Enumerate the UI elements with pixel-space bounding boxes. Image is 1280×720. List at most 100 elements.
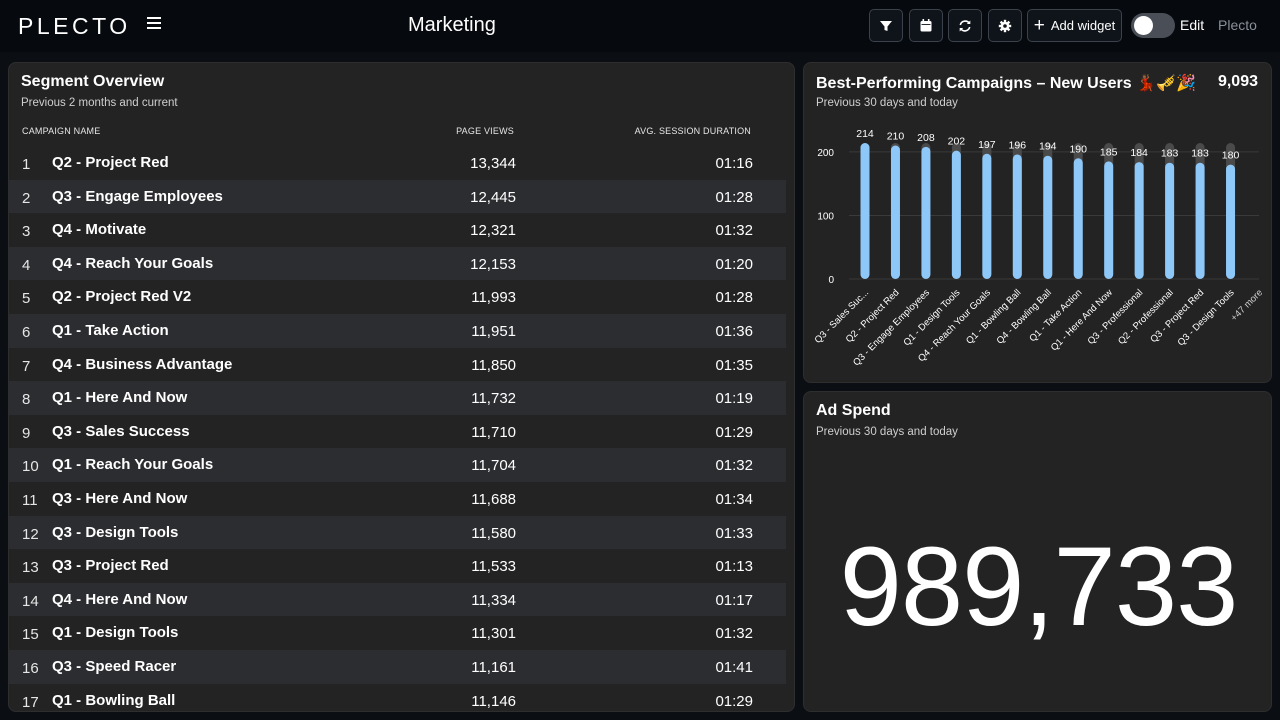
- session-duration: 01:36: [715, 322, 753, 340]
- row-rank: 11: [22, 491, 38, 509]
- calendar-button[interactable]: [909, 9, 943, 42]
- session-duration: 01:20: [715, 255, 753, 273]
- segment-overview-widget: Segment Overview Previous 2 months and c…: [8, 62, 795, 712]
- filter-icon: [880, 20, 892, 31]
- bar: [890, 145, 900, 279]
- page-views: 11,710: [471, 423, 516, 441]
- filter-button[interactable]: [869, 9, 903, 42]
- campaign-name: Q3 - Here And Now: [52, 489, 188, 507]
- refresh-icon: [959, 19, 971, 32]
- x-tick-label: Q3 - Design Tools: [1176, 287, 1237, 348]
- table-row[interactable]: 8 Q1 - Here And Now 11,732 01:19: [9, 381, 786, 415]
- top-bar: PLECTO Marketing + Add widget Edit Plect…: [0, 0, 1280, 52]
- table-row[interactable]: 15 Q1 - Design Tools 11,301 01:32: [9, 616, 786, 650]
- edit-toggle[interactable]: [1131, 13, 1175, 38]
- session-duration: 01:29: [715, 423, 753, 441]
- session-duration: 01:35: [715, 356, 753, 374]
- widget-subtitle: Previous 2 months and current: [21, 97, 178, 109]
- page-views: 12,445: [470, 188, 516, 206]
- x-tick-label: Q3 - Professional: [1086, 287, 1146, 347]
- bar-value-label: 183: [1191, 148, 1209, 160]
- table-row[interactable]: 17 Q1 - Bowling Ball 11,146 01:29: [9, 684, 786, 712]
- widget-title: Ad Spend: [816, 402, 891, 419]
- campaign-name: Q1 - Here And Now: [52, 389, 188, 407]
- row-rank: 15: [22, 626, 39, 644]
- campaign-name: Q3 - Project Red: [52, 557, 169, 575]
- page-views: 11,732: [471, 390, 516, 408]
- bar: [1104, 161, 1114, 279]
- table-row[interactable]: 3 Q4 - Motivate 12,321 01:32: [9, 213, 786, 247]
- bar-value-label: 184: [1130, 147, 1148, 159]
- table-row[interactable]: 14 Q4 - Here And Now 11,334 01:17: [9, 582, 786, 617]
- edit-label: Edit: [1180, 17, 1205, 33]
- session-duration: 01:19: [715, 390, 753, 408]
- bar: [1043, 155, 1053, 279]
- row-rank: 1: [22, 156, 31, 173]
- bar: [951, 150, 961, 279]
- y-tick-label: 100: [817, 211, 834, 222]
- table-body: 1 Q2 - Project Red 13,344 01:16 2 Q3 - Engage…: [9, 146, 786, 712]
- table-row[interactable]: 9 Q3 - Sales Success 11,710 01:29: [9, 415, 786, 449]
- row-rank: 5: [22, 290, 31, 308]
- bar-value-label: 180: [1222, 150, 1240, 162]
- table-row[interactable]: 5 Q2 - Project Red V2 11,993 01:28: [9, 280, 786, 314]
- campaign-name: Q2 - Project Red V2: [52, 288, 192, 306]
- page-views: 11,580: [471, 524, 516, 542]
- session-duration: 01:34: [715, 490, 753, 508]
- add-widget-label: Add widget: [1050, 18, 1116, 33]
- table-row[interactable]: 7 Q4 - Business Advantage 11,850 01:35: [9, 348, 786, 382]
- settings-button[interactable]: [988, 9, 1022, 42]
- campaign-name: Q3 - Sales Success: [52, 422, 190, 440]
- row-rank: 13: [22, 559, 39, 577]
- add-widget-button[interactable]: + Add widget: [1027, 9, 1122, 42]
- session-duration: 01:41: [715, 658, 753, 676]
- session-duration: 01:32: [715, 222, 753, 240]
- bar-value-label: 194: [1039, 141, 1057, 153]
- campaign-name: Q1 - Bowling Ball: [52, 691, 176, 709]
- table-row[interactable]: 2 Q3 - Engage Employees 12,445 01:28: [9, 179, 786, 214]
- table-row[interactable]: 12 Q3 - Design Tools 11,580 01:33: [9, 515, 786, 550]
- row-rank: 2: [22, 189, 31, 207]
- campaign-name: Q4 - Motivate: [52, 221, 147, 239]
- page-views: 11,704: [471, 457, 516, 475]
- widget-subtitle: Previous 30 days and today: [816, 426, 958, 438]
- table-header: CAMPAIGN NAME PAGE VIEWS AVG. SESSION DU…: [9, 126, 794, 138]
- hamburger-menu-icon[interactable]: [147, 17, 161, 31]
- row-rank: 6: [22, 323, 31, 341]
- widget-subtitle: Previous 30 days and today: [816, 97, 958, 109]
- campaign-name: Q1 - Reach Your Goals: [52, 456, 214, 474]
- refresh-button[interactable]: [948, 9, 982, 42]
- plecto-logo[interactable]: PLECTO: [18, 13, 131, 39]
- session-duration: 01:17: [715, 591, 753, 609]
- page-views: 11,850: [471, 356, 516, 374]
- toggle-knob: [1134, 16, 1153, 35]
- table-row[interactable]: 11 Q3 - Here And Now 11,688 01:34: [9, 482, 786, 516]
- x-tick-label: Q1 - Bowling Ball: [964, 287, 1023, 346]
- table-row[interactable]: 10 Q1 - Reach Your Goals 11,704 01:32: [9, 448, 786, 482]
- table-row[interactable]: 4 Q4 - Reach Your Goals 12,153 01:20: [9, 246, 786, 281]
- bar: [1195, 162, 1205, 279]
- account-brand-link[interactable]: Plecto: [1218, 17, 1257, 33]
- bar: [860, 143, 870, 279]
- bar: [1226, 164, 1236, 279]
- table-row[interactable]: 16 Q3 - Speed Racer 11,161 01:41: [9, 649, 786, 684]
- row-rank: 4: [22, 256, 31, 274]
- page-views: 12,321: [470, 222, 516, 240]
- column-header-duration: AVG. SESSION DURATION: [634, 126, 751, 136]
- table-row[interactable]: 1 Q2 - Project Red 13,344 01:16: [9, 146, 786, 180]
- page-views: 11,161: [471, 658, 516, 676]
- bar-value-label: 210: [887, 131, 905, 143]
- dashboard-title: Marketing: [408, 14, 496, 36]
- table-row[interactable]: 6 Q1 - Take Action 11,951 01:36: [9, 313, 786, 348]
- row-rank: 9: [22, 424, 31, 442]
- bar-value-label: 197: [978, 139, 996, 151]
- session-duration: 01:32: [715, 457, 753, 475]
- x-tick-label: Q3 - Sales Suc...: [813, 287, 872, 346]
- widget-title: Segment Overview: [21, 73, 165, 90]
- bar: [921, 146, 931, 279]
- bar-value-label: 208: [917, 132, 935, 144]
- y-tick-label: 200: [817, 148, 834, 159]
- table-row[interactable]: 13 Q3 - Project Red 11,533 01:13: [9, 549, 786, 583]
- session-duration: 01:29: [715, 692, 753, 710]
- bar-value-label: 214: [856, 128, 874, 140]
